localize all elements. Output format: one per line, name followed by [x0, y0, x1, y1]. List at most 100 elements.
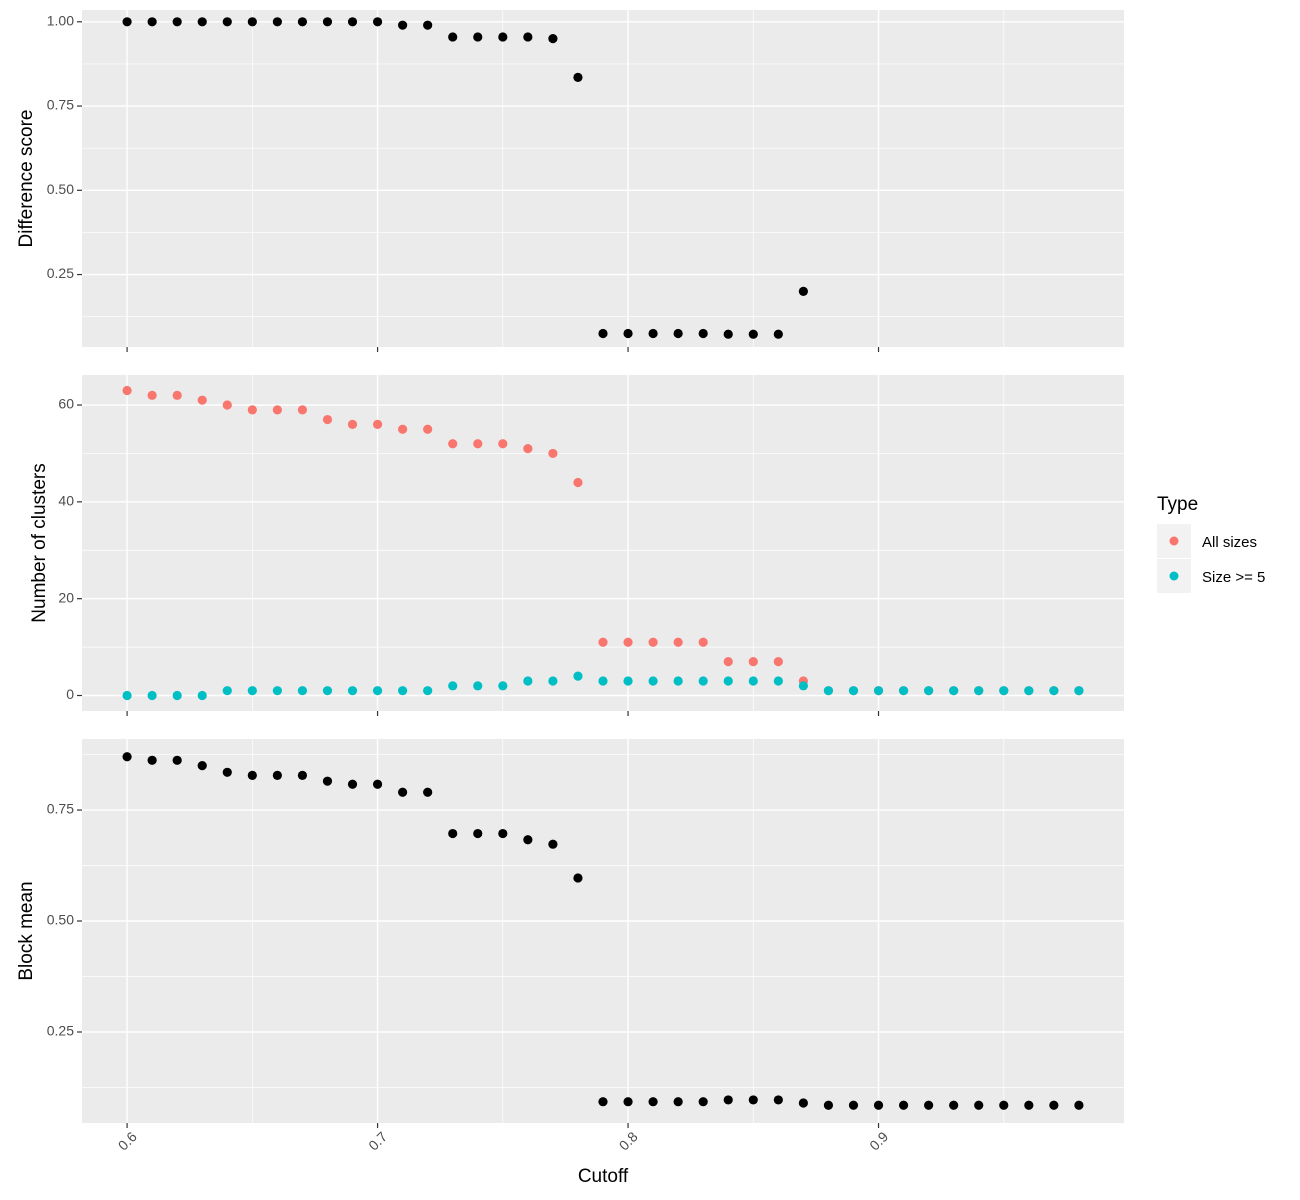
data-point: [673, 676, 683, 686]
x-tick-label: 0.8: [616, 1128, 641, 1153]
data-point: [473, 828, 483, 839]
data-point: [848, 686, 859, 696]
data-point: [648, 1097, 658, 1107]
data-point: [773, 329, 783, 339]
data-point: [222, 400, 232, 410]
data-point: [723, 657, 733, 667]
data-point: [1074, 1100, 1084, 1110]
data-point: [172, 17, 182, 27]
data-point: [598, 676, 608, 686]
data-point: [898, 1100, 909, 1110]
y-tick-label: 20: [58, 589, 74, 605]
axis-ticks: 0 20 40 60: [58, 396, 880, 716]
data-point: [147, 390, 157, 400]
data-point: [748, 329, 758, 339]
data-point: [598, 1097, 608, 1107]
data-point: [297, 770, 308, 781]
panel-background: [82, 739, 1124, 1123]
data-point: [147, 690, 157, 701]
data-point: [372, 686, 383, 696]
data-point: [623, 676, 633, 686]
data-point: [473, 681, 483, 691]
data-point: [322, 776, 333, 786]
data-point: [698, 676, 708, 686]
data-point: [924, 686, 934, 696]
data-point: [322, 686, 333, 696]
data-point: [523, 32, 533, 42]
data-point: [648, 328, 658, 339]
data-point: [573, 477, 583, 488]
data-point: [598, 637, 608, 647]
data-point: [1049, 1100, 1059, 1110]
data-point: [873, 686, 884, 696]
data-point: [1024, 1100, 1034, 1110]
data-point: [147, 755, 157, 765]
y-axis-title: Block mean: [16, 881, 37, 980]
data-point: [423, 20, 433, 30]
data-point: [798, 681, 808, 691]
data-point: [673, 637, 683, 647]
data-point: [598, 328, 608, 339]
data-point: [423, 424, 433, 434]
data-point: [974, 1100, 984, 1110]
data-point: [448, 32, 458, 42]
data-point: [222, 686, 232, 696]
data-point: [548, 34, 558, 44]
data-points: [122, 17, 808, 339]
data-point: [823, 686, 834, 696]
data-point: [648, 676, 658, 686]
data-point: [272, 770, 282, 781]
y-tick-label: 0.75: [47, 97, 74, 113]
data-point: [247, 686, 257, 696]
data-point: [498, 439, 508, 449]
data-point: [698, 637, 708, 647]
data-point: [172, 755, 182, 765]
data-point: [623, 637, 633, 647]
y-tick-label: 0.25: [47, 265, 74, 281]
data-point: [197, 17, 207, 27]
gridlines: [82, 10, 1124, 347]
data-point: [723, 676, 733, 686]
legend-key-dot: [1169, 536, 1179, 546]
data-point: [523, 835, 533, 845]
data-points: [122, 752, 1084, 1110]
y-tick-label: 0.50: [47, 181, 74, 197]
x-tick-label: 0.7: [365, 1128, 390, 1153]
y-axis-title: Number of clusters: [29, 463, 50, 622]
gridlines: [82, 739, 1124, 1123]
data-point: [623, 328, 633, 339]
data-point: [247, 405, 257, 415]
data-point: [347, 686, 358, 696]
data-point: [723, 1095, 733, 1105]
data-point: [773, 676, 783, 686]
data-point: [172, 690, 182, 701]
y-tick-label: 1.00: [47, 12, 74, 28]
data-point: [1049, 686, 1059, 696]
data-point: [347, 419, 358, 429]
data-point: [898, 686, 909, 696]
data-point: [523, 443, 533, 454]
data-point: [322, 414, 333, 425]
y-tick-label: 0: [66, 686, 74, 702]
data-point: [398, 20, 408, 30]
legend-label: All sizes: [1202, 534, 1257, 551]
data-point: [698, 328, 708, 339]
data-point: [147, 17, 157, 27]
x-tick-label: 0.9: [866, 1128, 891, 1153]
data-point: [999, 686, 1009, 696]
y-axis-title: Difference score: [16, 110, 37, 248]
y-tick-label: 0.25: [47, 1023, 74, 1039]
data-point: [172, 390, 182, 400]
data-point: [999, 1100, 1009, 1110]
legend-key-dot: [1169, 571, 1179, 581]
data-point: [448, 439, 458, 449]
data-point: [573, 873, 583, 883]
data-point: [748, 1095, 758, 1105]
data-point: [548, 448, 558, 459]
data-point: [222, 17, 232, 27]
data-point: [498, 828, 508, 839]
panel-background: [82, 375, 1124, 711]
data-point: [247, 770, 257, 781]
data-point: [297, 686, 308, 696]
data-point: [197, 761, 207, 771]
